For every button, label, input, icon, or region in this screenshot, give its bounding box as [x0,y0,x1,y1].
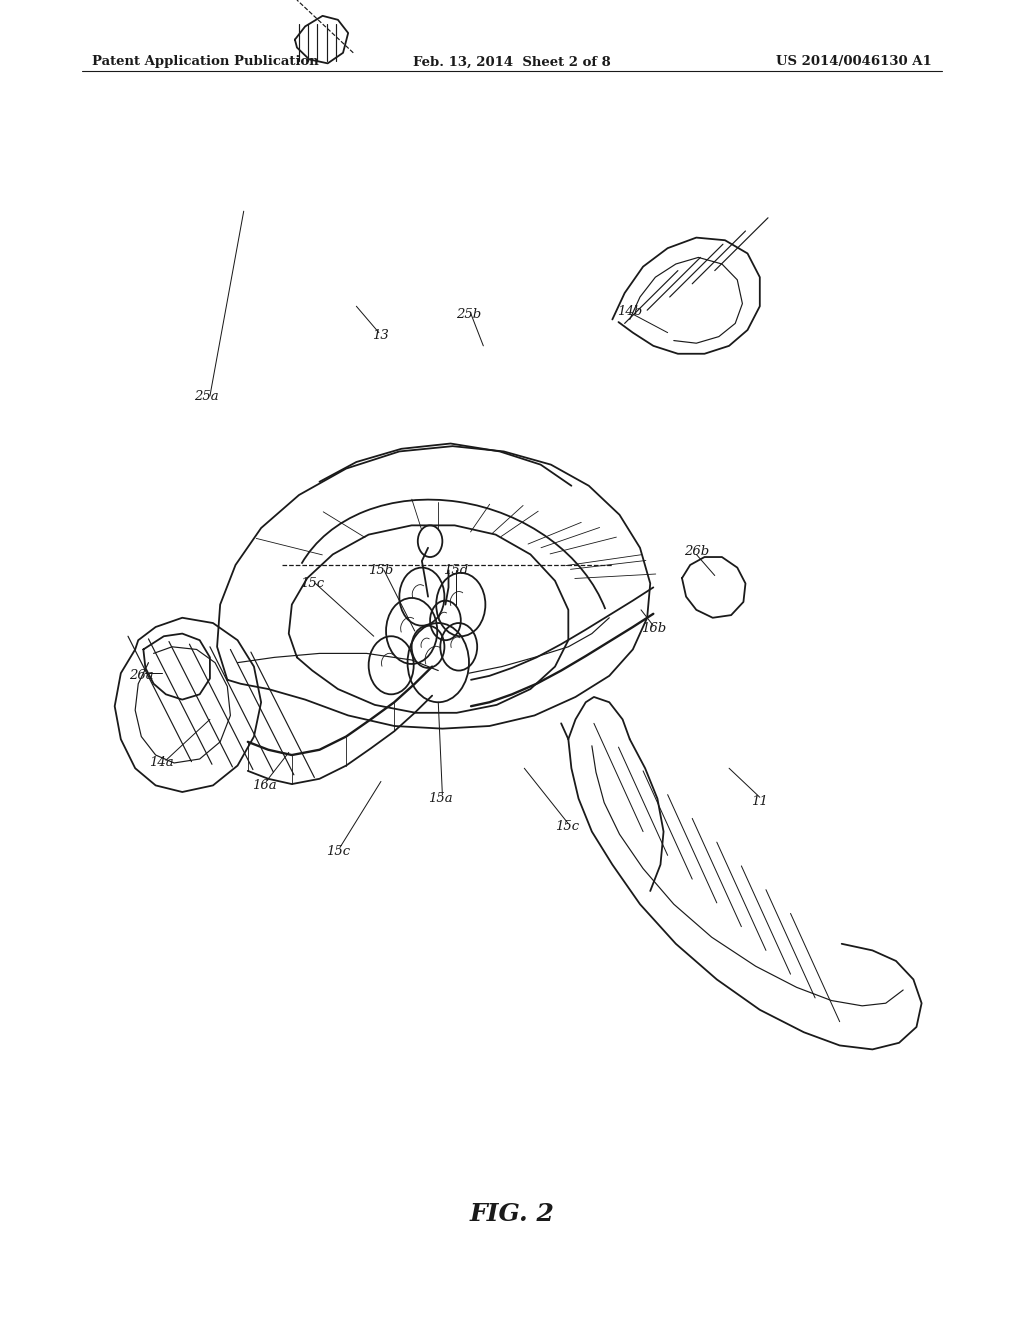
Text: 16b: 16b [641,622,666,635]
Text: 13: 13 [373,329,389,342]
Text: 15b: 15b [369,564,393,577]
Text: 25b: 25b [457,308,481,321]
Text: Feb. 13, 2014  Sheet 2 of 8: Feb. 13, 2014 Sheet 2 of 8 [413,55,611,69]
Text: 16a: 16a [252,779,276,792]
Text: 11: 11 [752,795,768,808]
Text: Patent Application Publication: Patent Application Publication [92,55,318,69]
Text: FIG. 2: FIG. 2 [470,1203,554,1226]
Text: 15c: 15c [326,845,350,858]
Text: 14b: 14b [617,305,642,318]
Text: 26b: 26b [684,545,709,558]
Text: 14a: 14a [150,756,174,770]
Text: 25a: 25a [195,389,219,403]
Text: US 2014/0046130 A1: US 2014/0046130 A1 [776,55,932,69]
Text: 15c: 15c [300,577,325,590]
Text: 15d: 15d [443,564,468,577]
Text: 15a: 15a [428,792,453,805]
Text: 26a: 26a [129,669,154,682]
Text: 15c: 15c [555,820,580,833]
